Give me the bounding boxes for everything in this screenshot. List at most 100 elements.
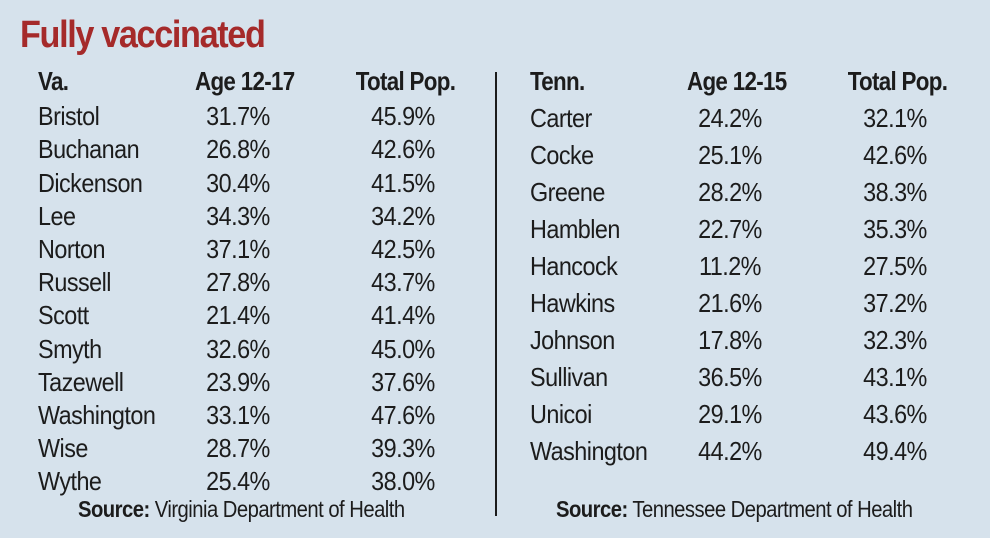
cell-total-pop-pct: 43.7% — [371, 267, 435, 298]
cell-region: Russell — [38, 267, 111, 298]
table-row: Smyth 32.6% 45.0% — [38, 332, 468, 365]
table-row: Johnson 17.8% 32.3% — [530, 323, 960, 360]
cell-region: Greene — [530, 177, 605, 207]
cell-region: Hawkins — [530, 288, 615, 318]
cell-region: Carter — [530, 103, 592, 133]
cell-region: Bristol — [38, 101, 100, 132]
chart-title: Fully vaccinated — [20, 14, 266, 56]
cell-age-group-pct: 21.6% — [698, 288, 762, 318]
tennessee-table: Tenn. Age 12-15 Total Pop. Carter 24.2% 32… — [530, 66, 960, 471]
cell-total-pop-pct: 42.6% — [371, 134, 435, 165]
cell-age-group-pct: 17.8% — [698, 325, 762, 355]
table-row: Washington 33.1% 47.6% — [38, 398, 468, 431]
cell-total-pop-pct: 41.4% — [371, 300, 435, 331]
source-label: Source: — [78, 496, 150, 522]
table-row: Unicoi 29.1% 43.6% — [530, 397, 960, 434]
cell-age-group-pct: 30.4% — [206, 167, 270, 198]
table-row: Norton 37.1% 42.5% — [38, 232, 468, 265]
virginia-source: Source: Virginia Department of Health — [78, 496, 405, 523]
cell-age-group-pct: 25.1% — [698, 140, 762, 170]
cell-age-group-pct: 36.5% — [698, 362, 762, 392]
table-row: Scott 21.4% 41.4% — [38, 298, 468, 331]
cell-age-group-pct: 37.1% — [206, 233, 270, 264]
header-total-pop: Total Pop. — [847, 66, 948, 96]
table-row: Greene 28.2% 38.3% — [530, 175, 960, 212]
header-age-group: Age 12-15 — [687, 66, 787, 96]
cell-age-group-pct: 28.2% — [698, 177, 762, 207]
header-region: Tenn. — [530, 66, 585, 96]
cell-total-pop-pct: 42.5% — [371, 233, 435, 264]
cell-region: Hancock — [530, 251, 618, 281]
cell-total-pop-pct: 32.3% — [863, 325, 927, 355]
cell-region: Smyth — [38, 333, 102, 364]
column-divider — [495, 72, 497, 516]
table-row: Carter 24.2% 32.1% — [530, 101, 960, 138]
cell-total-pop-pct: 43.6% — [863, 399, 927, 429]
source-text: Tennessee Department of Health — [632, 496, 913, 522]
cell-age-group-pct: 23.9% — [206, 366, 270, 397]
cell-total-pop-pct: 32.1% — [863, 103, 927, 133]
cell-region: Washington — [38, 399, 156, 430]
cell-total-pop-pct: 42.6% — [863, 140, 927, 170]
cell-age-group-pct: 34.3% — [206, 200, 270, 231]
cell-age-group-pct: 31.7% — [206, 101, 270, 132]
table-row: Hancock 11.2% 27.5% — [530, 249, 960, 286]
header-total-pop: Total Pop. — [355, 66, 456, 96]
table-row: Bristol 31.7% 45.9% — [38, 99, 468, 132]
cell-region: Johnson — [530, 325, 615, 355]
cell-total-pop-pct: 49.4% — [863, 436, 927, 466]
cell-total-pop-pct: 37.6% — [371, 366, 435, 397]
source-label: Source: — [556, 496, 628, 522]
cell-region: Wythe — [38, 466, 102, 497]
table-row: Sullivan 36.5% 43.1% — [530, 360, 960, 397]
cell-region: Washington — [530, 436, 648, 466]
table-row: Wythe 25.4% 38.0% — [38, 464, 468, 497]
cell-age-group-pct: 29.1% — [698, 399, 762, 429]
cell-total-pop-pct: 38.0% — [371, 466, 435, 497]
table-row: Washington 44.2% 49.4% — [530, 434, 960, 471]
table-row: Cocke 25.1% 42.6% — [530, 138, 960, 175]
cell-age-group-pct: 28.7% — [206, 433, 270, 464]
table-body: Bristol 31.7% 45.9% Buchanan 26.8% 42.6% Dicke… — [38, 99, 468, 497]
cell-region: Buchanan — [38, 134, 140, 165]
table-row: Lee 34.3% 34.2% — [38, 199, 468, 232]
cell-age-group-pct: 44.2% — [698, 436, 762, 466]
cell-region: Sullivan — [530, 362, 608, 392]
cell-total-pop-pct: 47.6% — [371, 399, 435, 430]
table-row: Tazewell 23.9% 37.6% — [38, 365, 468, 398]
cell-total-pop-pct: 45.0% — [371, 333, 435, 364]
cell-region: Dickenson — [38, 167, 143, 198]
cell-age-group-pct: 24.2% — [698, 103, 762, 133]
table-row: Hamblen 22.7% 35.3% — [530, 212, 960, 249]
cell-total-pop-pct: 41.5% — [371, 167, 435, 198]
table-row: Dickenson 30.4% 41.5% — [38, 166, 468, 199]
cell-region: Hamblen — [530, 214, 620, 244]
table-body: Carter 24.2% 32.1% Cocke 25.1% 42.6% Greene 28.… — [530, 101, 960, 471]
cell-region: Norton — [38, 233, 106, 264]
source-text: Virginia Department of Health — [154, 496, 405, 522]
cell-total-pop-pct: 39.3% — [371, 433, 435, 464]
table-row: Wise 28.7% 39.3% — [38, 431, 468, 464]
cell-age-group-pct: 25.4% — [206, 466, 270, 497]
cell-age-group-pct: 33.1% — [206, 399, 270, 430]
cell-region: Tazewell — [38, 366, 124, 397]
cell-age-group-pct: 21.4% — [206, 300, 270, 331]
cell-total-pop-pct: 45.9% — [371, 101, 435, 132]
cell-region: Wise — [38, 433, 88, 464]
table-header: Tenn. Age 12-15 Total Pop. — [530, 66, 960, 101]
cell-total-pop-pct: 34.2% — [371, 200, 435, 231]
cell-region: Cocke — [530, 140, 594, 170]
table-row: Buchanan 26.8% 42.6% — [38, 132, 468, 165]
tennessee-source: Source: Tennessee Department of Health — [556, 496, 913, 523]
cell-total-pop-pct: 38.3% — [863, 177, 927, 207]
header-region: Va. — [38, 66, 69, 96]
table-header: Va. Age 12-17 Total Pop. — [38, 66, 468, 99]
cell-age-group-pct: 11.2% — [699, 251, 761, 281]
virginia-table: Va. Age 12-17 Total Pop. Bristol 31.7% 45.… — [38, 66, 468, 497]
cell-total-pop-pct: 27.5% — [863, 251, 927, 281]
table-row: Hawkins 21.6% 37.2% — [530, 286, 960, 323]
cell-total-pop-pct: 43.1% — [863, 362, 927, 392]
cell-total-pop-pct: 37.2% — [863, 288, 927, 318]
header-age-group: Age 12-17 — [195, 66, 295, 96]
cell-age-group-pct: 22.7% — [698, 214, 762, 244]
